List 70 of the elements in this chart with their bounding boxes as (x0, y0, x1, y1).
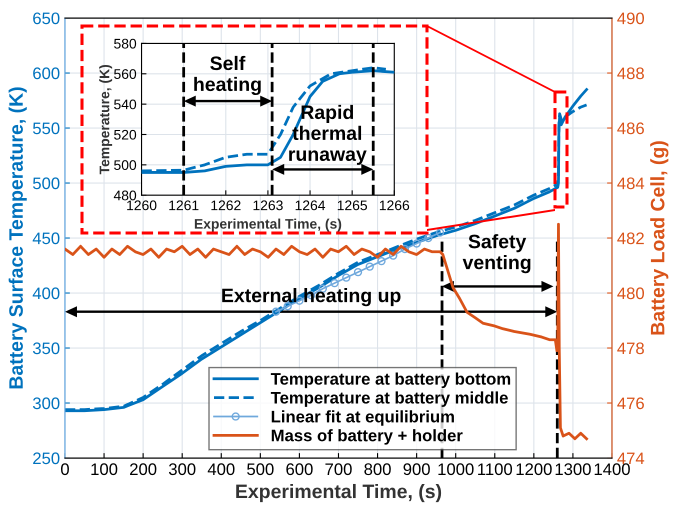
y-tick-label: 600 (33, 67, 60, 80)
point (354, 268, 362, 276)
y2-tick-label: 478 (617, 342, 644, 354)
legend-label: Temperature at battery bottom (270, 372, 510, 388)
x-tick-label: 1100 (478, 463, 512, 476)
point (330, 278, 339, 288)
x-axis-title: Experimental Time, (s) (236, 484, 442, 502)
x-tick-label: 0 (60, 463, 69, 476)
point (400, 244, 410, 254)
y2-tick-label: 480 (617, 287, 644, 300)
x-tick-label: 800 (364, 463, 391, 476)
y-tick-label: 650 (33, 12, 60, 24)
y-tick-label: 400 (32, 287, 60, 300)
y-tick-label: 500 (114, 160, 136, 170)
x-tick-label: 1000 (438, 463, 474, 476)
x-tick-label: 1200 (516, 463, 552, 476)
y2-tick-label: 490 (617, 12, 644, 24)
x-tick-label: 1400 (594, 463, 630, 476)
legend-label: Mass of battery + holder (272, 429, 463, 445)
annotation: External heating up (222, 288, 401, 306)
y2-tick-label: 482 (617, 232, 644, 244)
x-tick-label: 1266 (380, 200, 410, 210)
y-tick-label: 560 (114, 69, 136, 79)
x-tick-label: 1260 (127, 200, 156, 210)
x-tick-label: 1265 (338, 200, 368, 210)
point (272, 308, 280, 316)
y2-tick-label: 476 (617, 397, 644, 410)
y2-tick-label: 484 (617, 177, 644, 190)
y-tick-label: 500 (32, 177, 60, 190)
y2-tick-label: 474 (617, 452, 644, 464)
y2-tick-label: 488 (617, 67, 644, 80)
y2-tick-label: 486 (617, 122, 644, 134)
point (389, 251, 398, 260)
x-tick-label: 1264 (296, 200, 326, 210)
x-tick-label: 500 (247, 463, 274, 476)
y-axis-title: Battery Surface Temperature, (K) (8, 87, 27, 388)
x-tick-label: 100 (91, 463, 118, 476)
point (412, 239, 421, 248)
x-tick-label: 700 (325, 463, 352, 476)
y-tick-label: 480 (114, 190, 136, 200)
x-tick-label: 1300 (556, 463, 591, 476)
point (284, 302, 292, 310)
x-tick-label: 300 (168, 463, 196, 476)
annotation: Self heating (194, 56, 261, 96)
point (377, 256, 386, 266)
x-tick-label: 900 (404, 463, 430, 476)
x-tick-label: 200 (130, 463, 156, 476)
y-axis-title: Temperature, (K) (99, 64, 112, 174)
x-tick-label: 400 (208, 463, 235, 476)
x-tick-label: 1261 (169, 200, 198, 210)
point (366, 262, 374, 271)
y-tick-label: 580 (114, 38, 136, 49)
y-tick-label: 450 (32, 232, 60, 244)
x-tick-label: 600 (286, 463, 313, 476)
y-tick-label: 300 (32, 397, 60, 410)
legend-label: Temperature at battery middle (270, 391, 508, 407)
point (342, 273, 350, 282)
y-tick-label: 350 (32, 342, 60, 354)
x-tick-label: 1263 (254, 200, 283, 210)
y-tick-label: 250 (33, 452, 60, 464)
point (424, 234, 433, 242)
y-tick-label: 550 (32, 122, 60, 134)
point (436, 228, 444, 237)
x-tick-label: 1262 (211, 200, 241, 210)
y2-axis-title: Battery Load Cell, (g) (650, 141, 668, 334)
annotation: Safety venting (462, 234, 530, 274)
y-tick-label: 540 (114, 99, 136, 110)
legend-label: Linear fit at equilibrium (272, 410, 454, 426)
y-tick-label: 520 (114, 130, 136, 140)
x-axis-title: Experimental Time, (s) (194, 218, 342, 232)
